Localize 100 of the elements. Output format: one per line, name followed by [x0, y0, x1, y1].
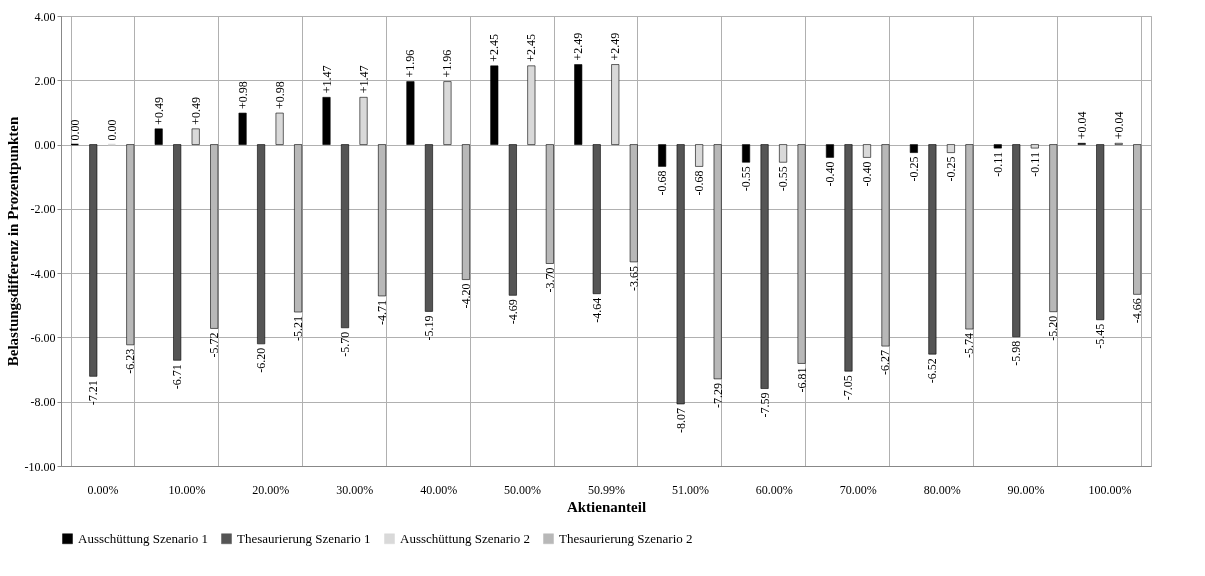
data-label: -6.27 [878, 350, 893, 376]
data-label: +1.96 [440, 49, 455, 78]
data-label: -5.21 [291, 316, 306, 342]
bar [424, 144, 433, 312]
y-tick-label: -8.00 [30, 395, 56, 410]
data-label: +0.49 [188, 97, 203, 125]
y-tick-label: 4.00 [34, 9, 56, 24]
x-tick-label: 40.00% [420, 482, 458, 497]
data-label: -5.20 [1046, 315, 1061, 341]
legend-label: Thesaurierung Szenario 1 [237, 530, 371, 546]
bar [341, 144, 350, 329]
x-tick-label: 70.00% [839, 482, 877, 497]
data-label: +0.98 [272, 81, 287, 110]
data-label: -4.69 [505, 299, 520, 325]
data-label: -0.40 [822, 161, 837, 187]
bar [527, 65, 536, 145]
bar [611, 64, 620, 145]
legend-label: Ausschüttung Szenario 2 [400, 530, 530, 546]
bar [574, 64, 583, 145]
bar [844, 144, 853, 372]
data-label: -0.55 [739, 166, 754, 192]
bar [443, 81, 452, 145]
x-tick-label: 51.00% [671, 482, 709, 497]
data-label: 0.00 [104, 119, 119, 141]
data-label: +1.47 [319, 65, 334, 94]
x-tick-label: 80.00% [923, 482, 961, 497]
x-tick-label: 50.00% [504, 482, 542, 497]
legend-label: Ausschüttung Szenario 1 [78, 530, 208, 546]
data-label: -6.20 [254, 347, 269, 373]
bar [909, 144, 918, 153]
bar [862, 144, 871, 158]
bar [658, 144, 667, 167]
bar [490, 65, 499, 145]
data-label: -4.71 [375, 299, 390, 325]
bar [257, 144, 266, 345]
data-label: +0.04 [1074, 111, 1089, 140]
data-label: -8.07 [673, 407, 688, 433]
data-label: -5.72 [207, 332, 222, 358]
data-label: -7.05 [841, 375, 856, 401]
data-label: -7.59 [757, 392, 772, 418]
bar [406, 81, 415, 145]
data-label: -4.64 [589, 297, 604, 323]
bar [695, 144, 704, 167]
x-axis-title: Aktienanteil [566, 498, 647, 515]
y-tick-label: -6.00 [30, 330, 56, 345]
data-label: -6.81 [794, 367, 809, 393]
y-tick-label: -2.00 [30, 202, 56, 217]
x-tick-label: 90.00% [1007, 482, 1045, 497]
x-tick-label: 60.00% [755, 482, 793, 497]
bar [238, 112, 247, 145]
data-label: +2.49 [571, 32, 586, 61]
y-tick-label: -4.00 [30, 266, 56, 281]
data-label: +0.98 [235, 81, 250, 110]
bar [760, 144, 769, 389]
data-label: -0.11 [1027, 152, 1042, 177]
bar [928, 144, 937, 355]
bar [191, 128, 200, 145]
bar [993, 144, 1002, 149]
bar [322, 97, 331, 145]
y-axis-title: Belastungsdifferenz in Prozentpunkten [4, 116, 21, 367]
bar [173, 144, 182, 361]
data-label: -3.70 [542, 267, 557, 293]
x-tick-label: 30.00% [336, 482, 374, 497]
data-label: -6.23 [123, 348, 138, 374]
data-label: -5.98 [1009, 340, 1024, 366]
data-label: +2.45 [524, 34, 539, 62]
bar [275, 112, 284, 145]
data-label: -4.20 [458, 283, 473, 309]
data-label: 0.00 [67, 119, 82, 141]
bar [676, 144, 685, 405]
data-label: -5.74 [962, 333, 977, 359]
y-tick-label: -10.00 [24, 459, 56, 474]
data-label: -0.25 [906, 156, 921, 182]
bar [1012, 144, 1021, 338]
bar [592, 144, 601, 295]
bar [1096, 144, 1105, 321]
data-label: -7.21 [86, 380, 101, 406]
x-tick-label: 100.00% [1088, 482, 1132, 497]
data-label: -4.66 [1130, 298, 1145, 324]
data-label: -0.11 [990, 152, 1005, 177]
x-tick-label: 20.00% [252, 482, 290, 497]
x-tick-label: 50.99% [588, 482, 625, 497]
bar [779, 144, 788, 163]
legend-label: Thesaurierung Szenario 2 [559, 530, 693, 546]
bar [508, 144, 517, 296]
data-label: -5.70 [338, 331, 353, 357]
data-label: -0.68 [692, 170, 707, 196]
data-label: -0.55 [776, 166, 791, 192]
data-label: +2.45 [487, 34, 502, 62]
x-tick-label: 0.00% [87, 482, 119, 497]
bar [1030, 144, 1039, 149]
data-label: -6.52 [925, 358, 940, 384]
data-label: +2.49 [608, 32, 623, 61]
data-label: -5.45 [1093, 323, 1108, 349]
bar [742, 144, 751, 163]
bar [825, 144, 834, 158]
data-label: -0.68 [655, 170, 670, 196]
bar [359, 97, 368, 145]
bar [154, 128, 163, 145]
data-label: +0.04 [1111, 111, 1126, 140]
